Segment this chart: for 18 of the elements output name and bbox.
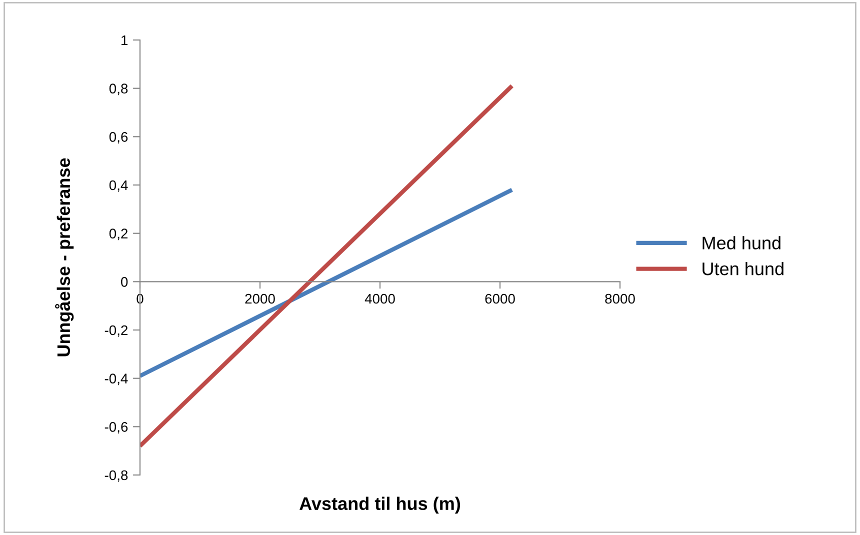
x-tick-label: 2000	[245, 294, 275, 304]
x-axis-title: Avstand til hus (m)	[300, 496, 460, 514]
y-tick-label: -0,4	[104, 374, 128, 386]
y-tick-label: -0,8	[104, 470, 128, 482]
legend-label: Med hund	[702, 236, 780, 250]
y-tick-label: -0,2	[104, 325, 128, 337]
legend-label: Uten hund	[702, 262, 784, 276]
y-tick-label: 0,4	[109, 180, 128, 192]
x-tick-label: 8000	[605, 294, 635, 304]
y-tick-label: -0,6	[104, 422, 128, 434]
y-tick-label: 0,8	[109, 84, 128, 96]
y-tick-label: 1	[122, 35, 128, 46]
y-tick-label: 0,2	[109, 228, 128, 240]
y-tick-label: 0,6	[109, 132, 128, 144]
x-tick-label: 6000	[485, 294, 515, 304]
y-axis-title: Unngåelse - preferanse	[55, 158, 74, 356]
y-tick-label: 0	[121, 277, 128, 287]
x-tick-label: 4000	[364, 294, 395, 304]
